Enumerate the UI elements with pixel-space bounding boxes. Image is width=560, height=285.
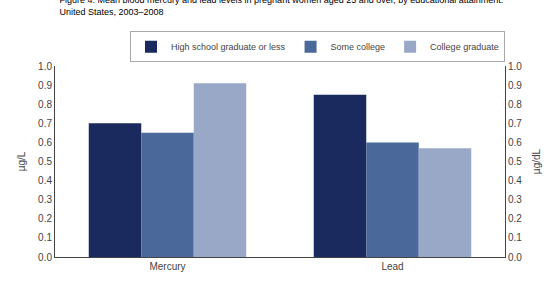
svg-text:Figure 4. Mean blood mercury a: Figure 4. Mean blood mercury and lead le…: [60, 0, 504, 17]
svg-text:1.0: 1.0: [38, 61, 52, 72]
svg-text:Some college: Some college: [331, 42, 386, 52]
svg-text:0.7: 0.7: [508, 118, 522, 129]
svg-text:µg/dL: µg/dL: [531, 148, 542, 174]
svg-text:0.2: 0.2: [38, 213, 52, 224]
svg-text:0.1: 0.1: [508, 232, 522, 243]
svg-text:0.6: 0.6: [38, 137, 52, 148]
svg-text:Mercury: Mercury: [149, 261, 185, 272]
svg-text:0.7: 0.7: [38, 118, 52, 129]
svg-text:High school graduate or less: High school graduate or less: [171, 42, 286, 52]
svg-text:0.4: 0.4: [508, 175, 522, 186]
svg-text:0.2: 0.2: [508, 213, 522, 224]
svg-text:0.0: 0.0: [508, 252, 522, 263]
svg-text:0.5: 0.5: [38, 156, 52, 167]
svg-text:0.8: 0.8: [508, 99, 522, 110]
svg-text:1.0: 1.0: [508, 61, 522, 72]
svg-text:College graduate: College graduate: [430, 42, 499, 52]
svg-text:0.0: 0.0: [38, 252, 52, 263]
svg-text:0.4: 0.4: [38, 175, 52, 186]
svg-text:0.5: 0.5: [508, 156, 522, 167]
svg-text:µg/L: µg/L: [16, 151, 27, 171]
svg-text:0.6: 0.6: [508, 137, 522, 148]
svg-text:0.9: 0.9: [508, 80, 522, 91]
svg-text:0.3: 0.3: [38, 194, 52, 205]
svg-text:0.8: 0.8: [38, 99, 52, 110]
svg-text:0.3: 0.3: [508, 194, 522, 205]
svg-text:0.9: 0.9: [38, 80, 52, 91]
svg-text:Lead: Lead: [381, 261, 403, 272]
svg-text:0.1: 0.1: [38, 232, 52, 243]
